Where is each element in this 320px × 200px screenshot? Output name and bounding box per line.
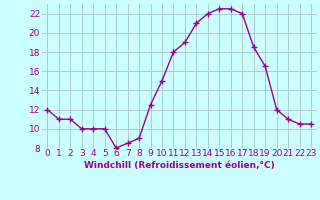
X-axis label: Windchill (Refroidissement éolien,°C): Windchill (Refroidissement éolien,°C) [84,161,275,170]
